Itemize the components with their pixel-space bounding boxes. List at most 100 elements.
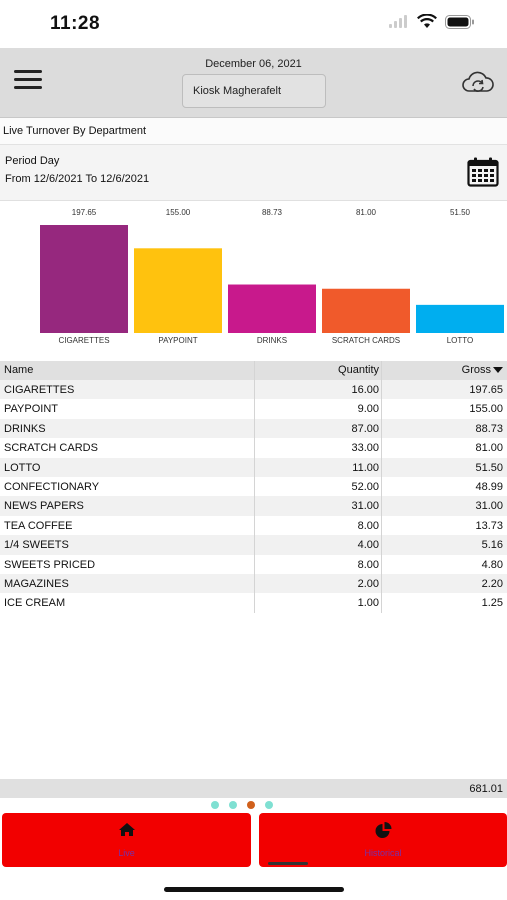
table-row[interactable]: TEA COFFEE 8.00 13.73 xyxy=(0,515,507,536)
cell-name: 1/4 SWEETS xyxy=(4,539,69,552)
app-header: December 06, 2021 Kiosk Magherafelt xyxy=(0,48,507,118)
page-dot[interactable] xyxy=(265,801,273,809)
cell-quantity: 87.00 xyxy=(351,422,379,435)
cell-quantity: 4.00 xyxy=(357,539,379,552)
table-row[interactable]: CONFECTIONARY 52.00 48.99 xyxy=(0,476,507,497)
chart-category-label: CIGARETTES xyxy=(58,336,109,345)
period-label: Period Day xyxy=(5,155,60,167)
column-header-gross-label: Gross xyxy=(461,364,491,376)
gross-total: 681.01 xyxy=(469,783,503,795)
cell-gross: 81.00 xyxy=(475,442,503,455)
cell-name: CONFECTIONARY xyxy=(4,480,100,493)
cell-gross: 2.20 xyxy=(481,577,503,590)
pie-chart-icon xyxy=(375,822,392,838)
cell-gross: 48.99 xyxy=(475,480,503,493)
table-row[interactable]: 1/4 SWEETS 4.00 5.16 xyxy=(0,535,507,555)
chart-value-label: 88.73 xyxy=(262,208,283,217)
cell-quantity: 16.00 xyxy=(351,384,379,396)
tab-live[interactable]: Live xyxy=(2,813,251,867)
table-row[interactable]: CIGARETTES 16.00 197.65 xyxy=(0,380,507,400)
status-icons xyxy=(389,14,475,29)
cell-name: DRINKS xyxy=(4,422,46,435)
cell-quantity: 31.00 xyxy=(351,500,379,513)
table-header: Name Quantity Gross xyxy=(0,361,507,380)
cell-gross: 197.65 xyxy=(469,384,503,396)
cell-quantity: 33.00 xyxy=(351,442,379,455)
hamburger-menu-icon[interactable] xyxy=(14,70,42,92)
cell-name: ICE CREAM xyxy=(4,597,66,610)
cell-quantity: 8.00 xyxy=(357,558,379,571)
period-selector: Period Day From 12/6/2021 To 12/6/2021 xyxy=(0,145,507,201)
column-header-gross[interactable]: Gross xyxy=(462,364,503,376)
tab-indicator xyxy=(268,862,308,865)
cell-name: CIGARETTES xyxy=(4,384,75,396)
status-bar: 11:28 xyxy=(0,0,507,48)
chart-bar[interactable] xyxy=(134,248,222,333)
period-range: From 12/6/2021 To 12/6/2021 xyxy=(5,173,150,185)
home-icon xyxy=(118,823,135,836)
table-row[interactable]: NEWS PAPERS 31.00 31.00 xyxy=(0,496,507,516)
column-header-quantity[interactable]: Quantity xyxy=(338,364,379,376)
chart-category-label: LOTTO xyxy=(447,336,474,345)
chart-bar[interactable] xyxy=(416,304,504,333)
chart-value-label: 51.50 xyxy=(450,208,471,217)
chart-category-label: SCRATCH CARDS xyxy=(332,336,400,345)
store-selector[interactable]: Kiosk Magherafelt xyxy=(182,74,326,108)
battery-icon xyxy=(445,14,474,29)
calendar-icon[interactable] xyxy=(467,157,499,187)
wifi-icon xyxy=(417,14,437,28)
chart-category-label: PAYPOINT xyxy=(158,336,197,345)
table-row[interactable]: MAGAZINES 2.00 2.20 xyxy=(0,573,507,594)
chart-bar[interactable] xyxy=(40,225,128,333)
page-indicator[interactable] xyxy=(211,801,273,809)
report-title: Live Turnover By Department xyxy=(0,118,507,145)
table-row[interactable]: PAYPOINT 9.00 155.00 xyxy=(0,399,507,419)
cell-quantity: 8.00 xyxy=(357,519,379,532)
column-divider xyxy=(381,361,382,613)
table-row[interactable]: SWEETS PRICED 8.00 4.80 xyxy=(0,554,507,574)
cell-quantity: 52.00 xyxy=(351,480,379,493)
cell-name: SCRATCH CARDS xyxy=(4,442,98,455)
tab-historical-label: Historical xyxy=(364,848,402,858)
total-bar: 681.01 xyxy=(0,779,507,798)
cell-name: LOTTO xyxy=(4,461,41,474)
cell-gross: 51.50 xyxy=(475,461,503,474)
chart-value-label: 155.00 xyxy=(166,208,191,217)
chart-value-label: 197.65 xyxy=(72,208,97,217)
cell-quantity: 2.00 xyxy=(357,577,379,590)
cell-gross: 13.73 xyxy=(475,519,503,532)
cell-gross: 88.73 xyxy=(475,422,503,435)
chart-value-label: 81.00 xyxy=(356,208,377,217)
signal-icon xyxy=(389,15,407,28)
page-dot[interactable] xyxy=(229,801,237,809)
chart-bar[interactable] xyxy=(228,284,316,333)
home-indicator xyxy=(164,887,344,892)
cell-name: PAYPOINT xyxy=(4,403,58,416)
cell-gross: 5.16 xyxy=(481,539,503,552)
header-date: December 06, 2021 xyxy=(205,58,302,70)
column-header-name[interactable]: Name xyxy=(4,364,34,376)
table-row[interactable]: LOTTO 11.00 51.50 xyxy=(0,457,507,477)
department-table[interactable]: CIGARETTES 16.00 197.65 PAYPOINT 9.00 155.00 D… xyxy=(0,380,507,613)
chart-bar[interactable] xyxy=(322,288,410,333)
department-bar-chart: 197.65 CIGARETTES 155.00 PAYPOINT 88.73 DRINK… xyxy=(0,201,507,355)
cell-gross: 155.00 xyxy=(469,403,503,416)
column-divider xyxy=(254,361,255,613)
cell-quantity: 1.00 xyxy=(357,597,379,610)
tab-live-label: Live xyxy=(118,848,135,858)
cloud-sync-icon[interactable] xyxy=(461,70,495,96)
cell-name: NEWS PAPERS xyxy=(4,500,84,513)
page-dot[interactable] xyxy=(211,801,219,809)
cell-name: SWEETS PRICED xyxy=(4,558,96,571)
table-row[interactable]: SCRATCH CARDS 33.00 81.00 xyxy=(0,438,507,458)
cell-name: TEA COFFEE xyxy=(4,519,73,532)
chart-category-label: DRINKS xyxy=(257,336,287,345)
page-dot[interactable] xyxy=(247,801,255,809)
cell-quantity: 11.00 xyxy=(352,461,379,474)
table-row[interactable]: ICE CREAM 1.00 1.25 xyxy=(0,593,507,613)
cell-gross: 4.80 xyxy=(481,558,503,571)
tab-historical[interactable]: Historical xyxy=(259,813,507,867)
status-time: 11:28 xyxy=(50,13,101,34)
cell-name: MAGAZINES xyxy=(4,577,69,590)
table-row[interactable]: DRINKS 87.00 88.73 xyxy=(0,418,507,439)
